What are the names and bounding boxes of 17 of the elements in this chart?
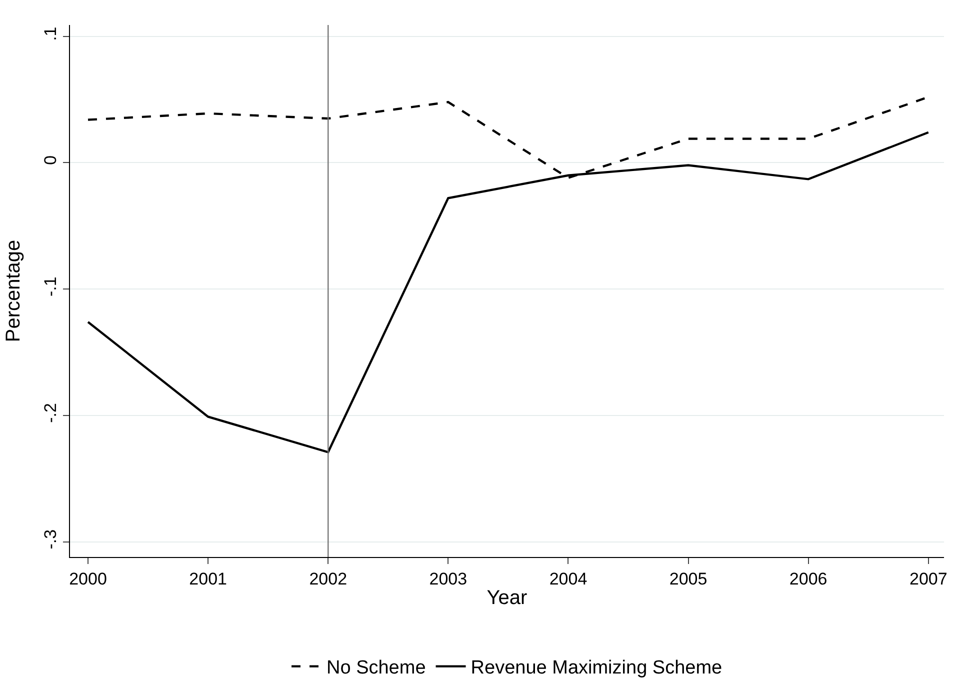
x-tick-label: 2007 <box>909 569 948 588</box>
x-tick-label: 2001 <box>189 569 227 588</box>
x-tick-label: 2003 <box>429 569 468 588</box>
legend-label: Revenue Maximizing Scheme <box>470 658 722 679</box>
x-tick-label: 2002 <box>309 569 348 588</box>
x-tick-label: 2000 <box>69 569 107 588</box>
y-tick-label: -.2 <box>41 403 60 423</box>
x-tick-label: 2004 <box>549 569 588 588</box>
y-tick-label: -.3 <box>41 529 60 550</box>
y-tick-label: .1 <box>41 26 60 41</box>
x-axis-title: Year <box>486 586 528 609</box>
x-tick-label: 2005 <box>669 569 708 588</box>
legend-label: No Scheme <box>326 658 426 679</box>
y-axis-title: Percentage <box>2 240 25 342</box>
y-tick-label: -.1 <box>41 276 60 296</box>
x-tick-label: 2006 <box>789 569 828 588</box>
y-tick-label: 0 <box>41 155 60 165</box>
